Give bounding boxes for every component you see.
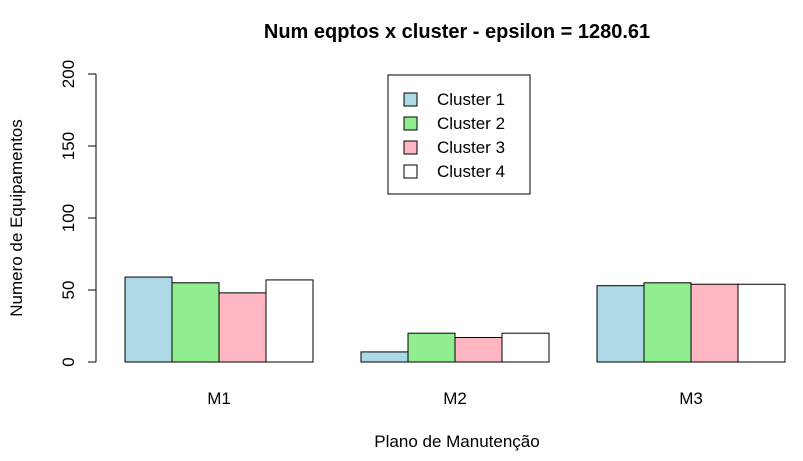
- y-tick-label: 0: [59, 357, 78, 366]
- x-tick-label: M1: [207, 389, 231, 408]
- bars-group: [124, 276, 786, 363]
- y-tick-label: 200: [59, 60, 78, 88]
- legend-swatch: [403, 116, 418, 131]
- x-tick-label: M2: [443, 389, 467, 408]
- x-axis-label: Plano de Manutenção: [374, 432, 539, 451]
- bar-m2-cluster-1: [360, 351, 409, 363]
- bar-m2-cluster-3: [454, 337, 503, 363]
- y-tick-label: 150: [59, 132, 78, 160]
- legend-label: Cluster 3: [437, 138, 505, 157]
- legend-label: Cluster 2: [437, 114, 505, 133]
- bar-m1-cluster-4: [265, 279, 314, 363]
- chart-title: Num eqptos x cluster - epsilon = 1280.61: [264, 21, 650, 43]
- legend-label: Cluster 4: [437, 162, 505, 181]
- y-tick-label: 100: [59, 204, 78, 232]
- x-tick-label: M3: [679, 389, 703, 408]
- bar-m3-cluster-3: [690, 283, 739, 363]
- y-tick-label: 50: [59, 281, 78, 300]
- legend-label: Cluster 1: [437, 90, 505, 109]
- bar-m2-cluster-4: [501, 332, 550, 363]
- bar-m3-cluster-1: [596, 285, 645, 363]
- legend-swatch: [403, 92, 418, 107]
- y-axis: 0 50 100 150 200: [59, 60, 97, 367]
- bar-m1-cluster-1: [124, 276, 173, 363]
- bar-m1-cluster-2: [171, 282, 220, 363]
- bar-m1-cluster-3: [218, 292, 267, 363]
- x-tick-labels: M1 M2 M3: [207, 389, 703, 408]
- y-axis-label: Numero de Equipamentos: [7, 119, 26, 317]
- bar-m2-cluster-2: [407, 332, 456, 363]
- legend-swatch: [403, 140, 418, 155]
- legend-swatch: [403, 164, 418, 179]
- bar-m3-cluster-2: [643, 282, 692, 363]
- legend: Cluster 1 Cluster 2 Cluster 3 Cluster 4: [387, 74, 531, 195]
- bar-m3-cluster-4: [737, 283, 786, 363]
